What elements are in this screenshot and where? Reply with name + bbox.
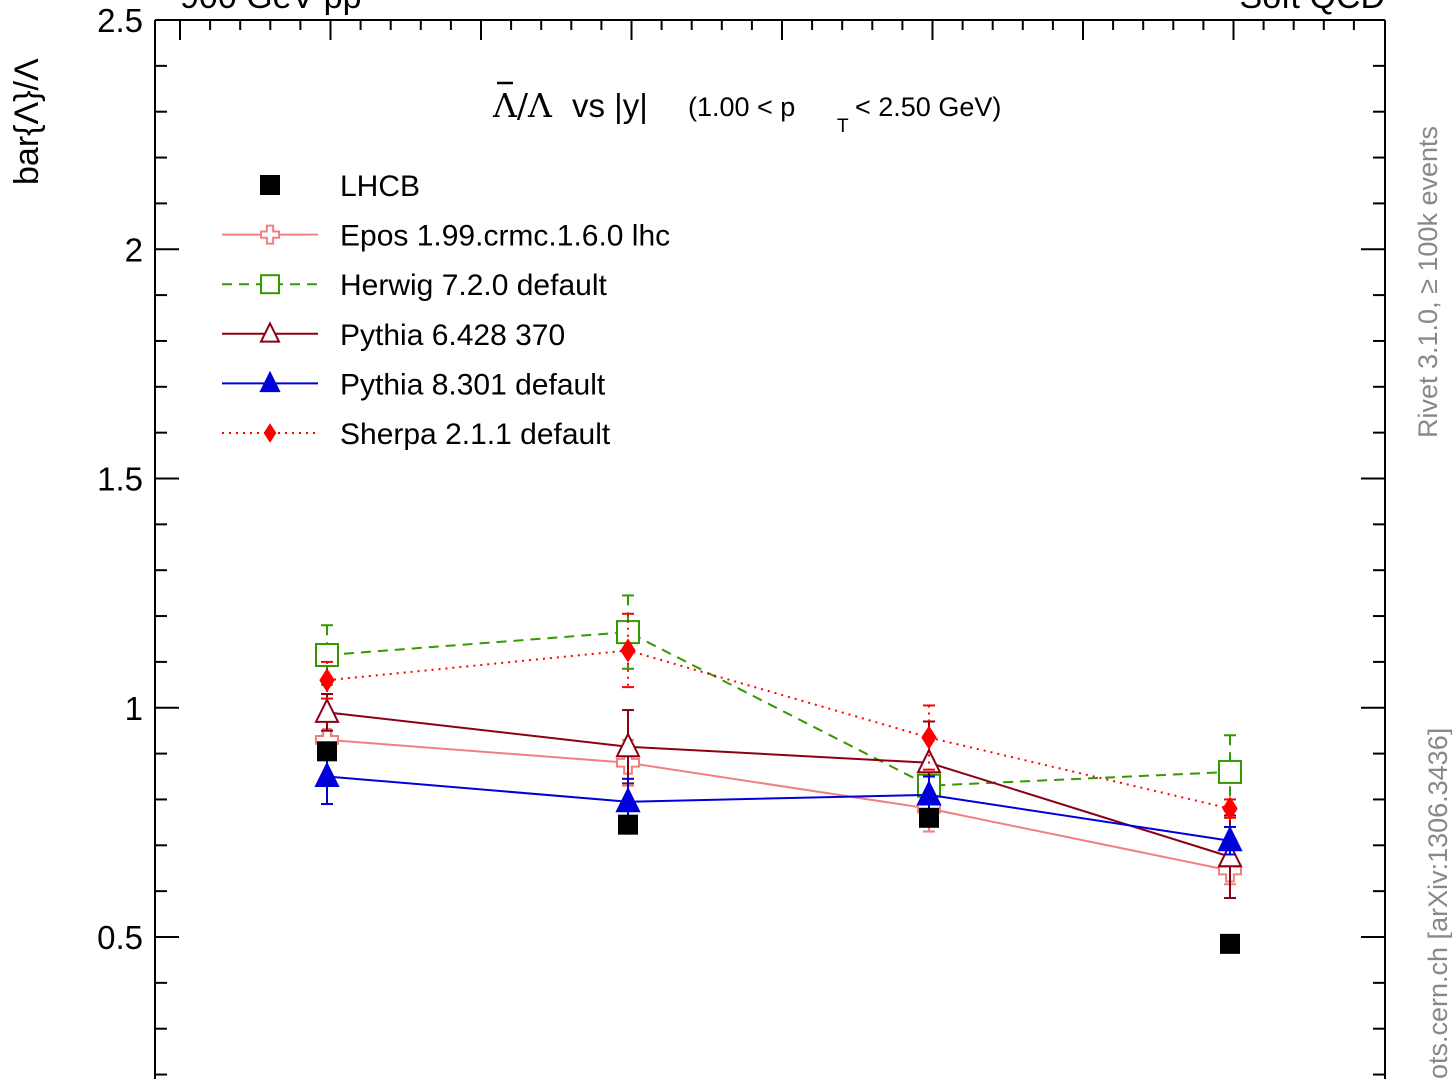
series-data-lhcb: [317, 741, 1240, 954]
data-point: [921, 725, 937, 750]
series-4: [314, 748, 1243, 856]
legend-entry: Epos 1.99.crmc.1.6.0 lhc: [222, 220, 670, 253]
source-side-label: ots.cern.ch [arXiv:1306.3436]: [1423, 728, 1452, 1079]
data-point: [1218, 759, 1242, 784]
title-range-prefix: (1.00 < p: [688, 92, 795, 122]
series-line: [326, 775, 1231, 842]
legend-entry: Sherpa 2.1.1 default: [222, 418, 611, 451]
data-point: [620, 638, 636, 663]
legend-marker: [260, 274, 280, 295]
data-point: [615, 731, 641, 758]
legend-entry: Herwig 7.2.0 default: [222, 269, 607, 302]
title-range-suffix: < 2.50 GeV): [855, 92, 1001, 122]
data-point: [1220, 933, 1240, 954]
title-range-sub: T: [837, 116, 849, 137]
data-point: [916, 747, 942, 774]
series-5: [319, 612, 1238, 821]
data-point: [916, 779, 942, 806]
legend-entry: Pythia 8.301 default: [222, 368, 606, 401]
data-point: [317, 741, 337, 762]
legend-label: Pythia 8.301 default: [340, 368, 606, 401]
data-point: [1222, 796, 1238, 821]
series-2: [315, 594, 1242, 810]
rivet-side-label: Rivet 3.1.0, ≥ 100k events: [1413, 126, 1443, 438]
legend-entry: Pythia 6.428 370: [222, 319, 565, 352]
series-line: [326, 649, 1231, 810]
chart-title: Λ/Λ vs |y| (1.00 < p T < 2.50 GeV): [492, 81, 1001, 137]
y-tick-label: 1: [125, 690, 143, 727]
legend-marker: [259, 321, 281, 343]
data-point: [919, 807, 939, 828]
title-vs: vs |y|: [572, 87, 648, 124]
series-1: [315, 727, 1242, 886]
legend-marker: [260, 175, 280, 195]
header-left-text: 900 GeV pp: [180, 0, 361, 16]
legend-marker: [259, 370, 281, 393]
y-tick-label: 0.5: [97, 919, 143, 956]
series-line: [326, 738, 1231, 872]
legend-label: LHCB: [340, 170, 420, 203]
legend-marker: [260, 224, 280, 245]
y-tick-label: 1.5: [97, 461, 143, 498]
data-point: [315, 643, 339, 668]
legend: LHCB Epos 1.99.crmc.1.6.0 lhc Herwig 7.2.0…: [222, 170, 670, 451]
data-point: [314, 697, 340, 723]
legend-marker: [263, 423, 277, 443]
series-3: [314, 692, 1243, 900]
legend-label: Pythia 6.428 370: [340, 319, 565, 352]
data-point: [319, 668, 335, 693]
y-axis-label: bar{Λ}/Λ: [8, 58, 46, 185]
plot-series: [314, 594, 1243, 954]
data-point: [618, 814, 638, 835]
legend-label: Sherpa 2.1.1 default: [340, 418, 611, 451]
y-tick-label: 2.5: [97, 2, 143, 39]
legend-label: Herwig 7.2.0 default: [340, 269, 607, 302]
series-line: [326, 711, 1231, 858]
y-tick-label: 2: [125, 231, 143, 268]
series-line: [326, 631, 1231, 787]
legend-entry: LHCB: [260, 170, 420, 203]
data-point: [615, 786, 641, 813]
title-ratio: Λ/Λ: [492, 86, 553, 125]
data-point: [314, 761, 340, 788]
legend-label: Epos 1.99.crmc.1.6.0 lhc: [340, 220, 670, 253]
data-point: [1217, 825, 1243, 852]
axis-ticks: 0.5 1 1.5 2 2.5: [97, 2, 1385, 1076]
header-right-text: Soft QCD: [1240, 0, 1385, 16]
